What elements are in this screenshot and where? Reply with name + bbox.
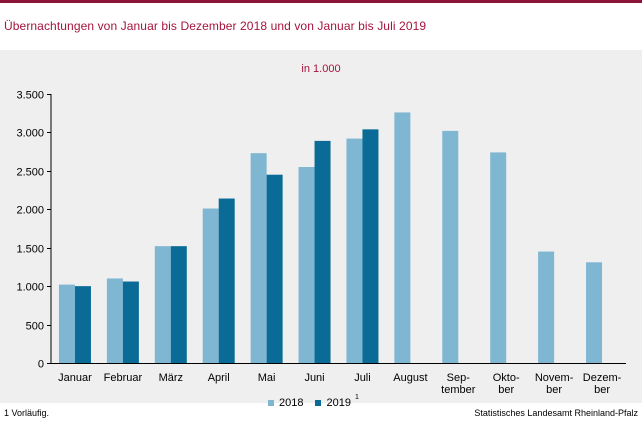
legend-label-2018: 2018 bbox=[279, 397, 304, 409]
x-tick-label: ber bbox=[594, 384, 610, 396]
unit-label: in 1.000 bbox=[301, 63, 341, 75]
bar-2018-4 bbox=[250, 153, 267, 363]
x-tick-label: ber bbox=[498, 384, 514, 396]
y-tick-label: 2.500 bbox=[16, 167, 44, 179]
bar-2019-6 bbox=[362, 129, 379, 363]
footnote: 1 Vorläufig. bbox=[4, 408, 50, 418]
x-tick-label: Okto- bbox=[493, 372, 520, 384]
legend-item-2019: 2019 1 bbox=[315, 393, 359, 409]
x-tick-label: Dezem- bbox=[583, 372, 622, 384]
bar-2018-7 bbox=[394, 112, 411, 364]
x-tick-label: April bbox=[208, 372, 230, 384]
source-credit: Statistisches Landesamt Rheinland-Pfalz bbox=[474, 408, 638, 418]
legend: 2018 2019 1 bbox=[268, 393, 371, 409]
x-tick-label: Juli bbox=[354, 372, 371, 384]
legend-item-2018: 2018 bbox=[268, 397, 303, 409]
bar-2018-6 bbox=[346, 138, 363, 363]
bar-2019-2 bbox=[170, 246, 187, 363]
x-tick-label: Sep- bbox=[447, 372, 471, 384]
bar-2018-8 bbox=[442, 130, 459, 363]
bar-2018-2 bbox=[154, 246, 171, 363]
y-tick-label: 500 bbox=[26, 321, 44, 333]
page-title: Übernachtungen von Januar bis Dezember 2… bbox=[4, 19, 427, 33]
legend-swatch-2018 bbox=[268, 400, 274, 406]
bar-2018-9 bbox=[490, 152, 507, 363]
y-tick-label: 1.500 bbox=[16, 244, 44, 256]
bar-2019-0 bbox=[74, 286, 91, 363]
x-tick-label: ber bbox=[546, 384, 562, 396]
y-tick-label: 0 bbox=[38, 359, 44, 371]
bar-2019-3 bbox=[218, 198, 235, 363]
x-tick-label: Januar bbox=[58, 372, 92, 384]
legend-footnote-marker: 1 bbox=[354, 393, 359, 401]
bar-2018-5 bbox=[298, 167, 315, 363]
x-tick-label: Juni bbox=[304, 372, 324, 384]
top-rule bbox=[0, 0, 642, 3]
x-tick-label: März bbox=[159, 372, 183, 384]
bar-2019-1 bbox=[122, 281, 139, 363]
y-tick-label: 2.000 bbox=[16, 205, 44, 217]
y-tick-label: 1.000 bbox=[16, 282, 44, 294]
x-tick-label: tember bbox=[441, 384, 476, 396]
legend-swatch-2019 bbox=[315, 400, 322, 406]
x-tick-label: August bbox=[393, 372, 427, 384]
bar-2018-10 bbox=[538, 251, 555, 363]
x-tick-label: Februar bbox=[104, 372, 143, 384]
bar-2018-0 bbox=[58, 284, 75, 363]
y-tick-label: 3.500 bbox=[16, 90, 44, 102]
bar-2018-1 bbox=[106, 278, 123, 363]
y-tick-label: 3.000 bbox=[16, 128, 44, 140]
x-tick-label: Mai bbox=[258, 372, 276, 384]
x-tick-label: Novem- bbox=[535, 372, 574, 384]
bar-2019-5 bbox=[314, 140, 331, 363]
bar-2019-4 bbox=[266, 174, 283, 363]
bar-2018-3 bbox=[202, 208, 219, 363]
bar-2018-11 bbox=[586, 262, 603, 363]
legend-label-2019: 2019 bbox=[326, 397, 351, 409]
